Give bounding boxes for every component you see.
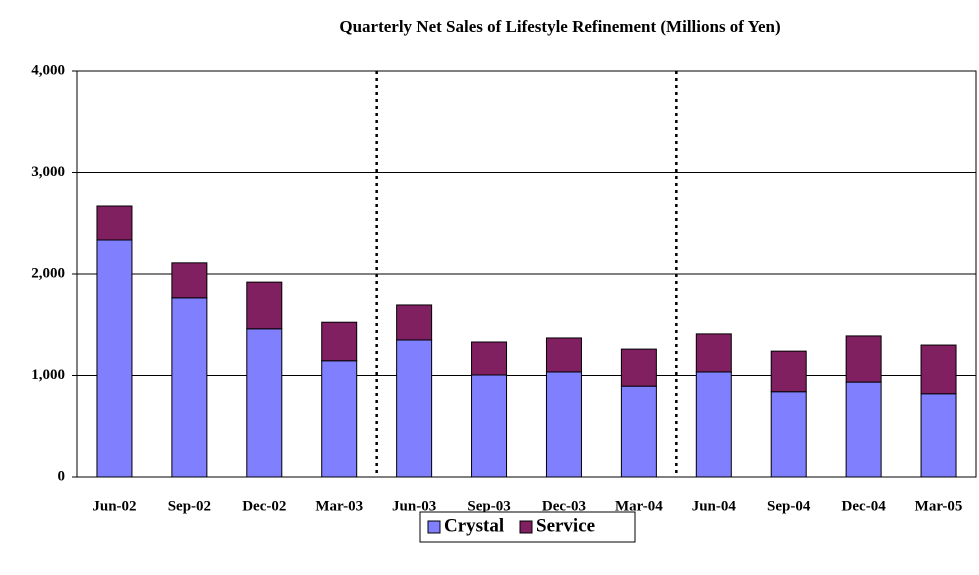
bar-segment: [321, 360, 358, 478]
bar-segment: [845, 381, 882, 478]
legend-swatch: [427, 520, 441, 534]
bar-segment: [171, 262, 208, 299]
bar-segment: [471, 374, 508, 478]
x-tick-label: Mar-03: [315, 498, 363, 514]
x-tick-label: Sep-03: [467, 498, 510, 514]
bar-segment: [920, 344, 957, 395]
x-tick-label: Dec-04: [842, 498, 887, 514]
plot-frame: [76, 70, 977, 478]
bar-segment: [620, 348, 657, 387]
x-tick-label: Jun-02: [92, 498, 136, 514]
bar-segment: [246, 328, 283, 478]
bar-segment: [695, 371, 732, 478]
y-tick-label: 3,000: [31, 164, 65, 180]
chart-title: Quarterly Net Sales of Lifestyle Refinem…: [339, 17, 780, 36]
bar-segment: [620, 385, 657, 478]
legend: Crystal Service: [419, 511, 636, 543]
x-tick-label: Dec-03: [542, 498, 586, 514]
bar-segment: [545, 337, 582, 373]
legend-label: Crystal: [444, 515, 504, 536]
bar-segment: [396, 304, 433, 341]
y-tick-label: 1,000: [31, 367, 65, 383]
bar-segment: [471, 341, 508, 376]
x-tick-label: Dec-02: [242, 498, 286, 514]
bar-segment: [770, 350, 807, 393]
bar-segment: [96, 239, 133, 478]
x-tick-label: Jun-03: [392, 498, 436, 514]
bar-segment: [695, 333, 732, 373]
y-tick-label: 0: [58, 468, 66, 484]
x-tick-label: Sep-02: [168, 498, 211, 514]
legend-swatch: [519, 520, 533, 534]
bar-segment: [246, 281, 283, 330]
x-tick-label: Mar-05: [915, 498, 963, 514]
x-tick-label: Mar-04: [615, 498, 663, 514]
bar-segment: [845, 335, 882, 383]
bar-segment: [171, 297, 208, 478]
y-tick-label: 2,000: [31, 265, 65, 281]
bar-segment: [396, 339, 433, 478]
x-tick-label: Sep-04: [767, 498, 811, 514]
bar-segment: [96, 205, 133, 241]
bar-segment: [321, 321, 358, 362]
bar-segment: [920, 393, 957, 478]
bar-segment: [770, 391, 807, 478]
legend-label: Service: [536, 515, 595, 536]
bar-segment: [545, 371, 582, 478]
x-tick-label: Jun-04: [692, 498, 737, 514]
y-tick-label: 4,000: [31, 62, 65, 78]
